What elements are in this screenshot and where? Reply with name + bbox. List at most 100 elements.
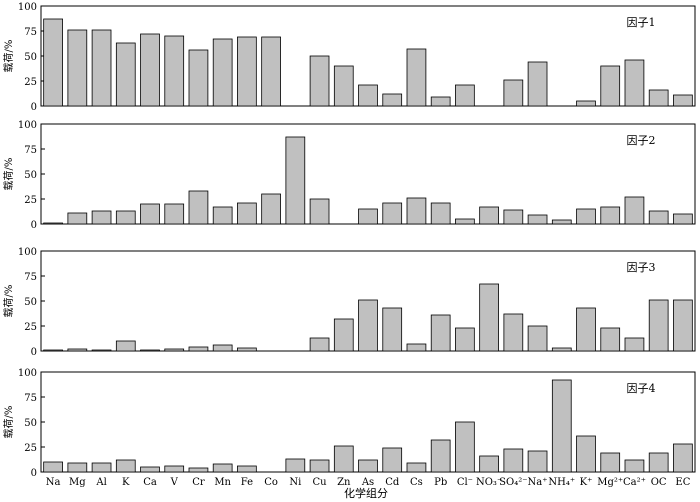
bar-EC [673,213,693,225]
bar-Na⁺ [527,450,548,473]
x-tick-label: Cs [410,477,423,488]
bar-Fe [237,347,257,352]
bar-Mn [212,344,233,352]
y-tick-label: 100 [18,2,37,13]
bar-Mg [67,348,88,352]
bar-Na [43,18,63,107]
x-tick-label: K [122,477,130,488]
bar-Mg²⁺ [600,206,621,225]
bar-Al [91,462,112,473]
bar-Na⁺ [527,325,548,352]
bar-Fe [237,202,257,225]
bar-V [164,203,185,225]
bar-SO₄²⁻ [503,448,524,473]
bar-Cl⁻ [455,421,475,473]
bar-Cl⁻ [455,84,475,107]
x-axis-label: 化学组分 [344,486,388,500]
y-tick-label: 100 [18,368,37,379]
bar-Ca [140,33,160,107]
y-tick-label: 75 [24,145,37,156]
x-tick-label: Mn [214,477,231,488]
bar-K [115,210,136,225]
panel-title: 因子2 [627,134,656,147]
x-tick-label: Ni [289,477,301,488]
bar-Mg²⁺ [600,65,621,107]
bar-Ca²⁺ [624,337,645,352]
bar-Pb [430,314,451,352]
y-tick-label: 25 [24,443,37,454]
bar-Na [43,461,63,473]
bar-NO₃⁻ [479,455,499,473]
bar-Cu [309,55,330,107]
y-tick-label: 75 [24,27,37,38]
bar-Cu [309,198,330,225]
bar-K⁺ [576,307,596,352]
bar-Cr [188,49,209,107]
bar-Mg²⁺ [600,327,621,352]
bar-Cr [188,190,209,225]
bar-NO₃⁻ [479,283,499,352]
bar-Cs [406,197,427,225]
bar-Cu [309,459,330,473]
bar-V [164,465,185,473]
bar-V [164,348,185,352]
bar-Mg [67,462,88,473]
bar-Cr [188,467,209,473]
panel-1: 0 25 50 75 100 载荷/% 因子1 [3,2,696,113]
panel-frame [40,371,696,473]
bar-Al [91,29,112,107]
y-tick-label: 50 [24,170,37,181]
bar-Cr [188,346,209,352]
bar-Ca [140,349,160,352]
x-tick-label: NO₃⁻ [476,477,502,488]
x-tick-label: Pb [434,477,447,488]
bar-K⁺ [576,100,596,107]
y-axis-label: 载荷/% [3,40,15,73]
bar-SO₄²⁻ [503,313,524,352]
bar-NH₄⁺ [551,219,572,225]
bar-K⁺ [576,435,596,473]
bar-Al [91,210,112,225]
bar-EC [673,94,693,107]
bar-Cd [382,447,403,473]
bar-Cu [309,337,330,352]
bar-NH₄⁺ [551,347,572,352]
bar-Mg [67,29,88,107]
y-tick-label: 75 [24,393,37,404]
x-tick-label: Cd [385,477,400,488]
bar-Na [43,222,63,225]
x-tick-label: Ca [143,477,157,488]
bar-SO₄²⁻ [503,209,524,225]
panel-title: 因子1 [627,16,656,29]
bar-Ca²⁺ [624,459,645,473]
x-tick-label: Cl⁻ [457,477,473,488]
bar-Cs [406,462,427,473]
bar-Zn [333,318,354,352]
x-tick-label: EC [675,477,690,488]
bar-Mn [212,206,233,225]
bar-Cs [406,48,427,107]
bar-Fe [237,465,257,473]
panel-title: 因子4 [627,382,656,395]
bar-Ni [285,136,306,225]
bar-Na⁺ [527,214,548,225]
bar-Mn [212,38,233,107]
bar-Zn [333,445,354,473]
bar-Co [261,193,281,225]
bar-K [115,459,136,473]
bar-OC [648,299,669,352]
x-tick-label: As [361,477,374,488]
bar-OC [648,452,669,473]
x-tick-label: Na⁺ [528,477,548,488]
bar-Cl⁻ [455,327,475,352]
bar-Fe [237,36,257,107]
bar-K [115,340,136,352]
bar-Co [261,36,281,107]
y-tick-label: 50 [24,418,37,429]
bar-NO₃⁻ [479,206,499,225]
bar-Na [43,349,63,352]
bar-Ca [140,466,160,473]
y-axis-label: 载荷/% [3,406,15,439]
bar-V [164,35,185,107]
x-tick-label: Mg [69,477,86,488]
